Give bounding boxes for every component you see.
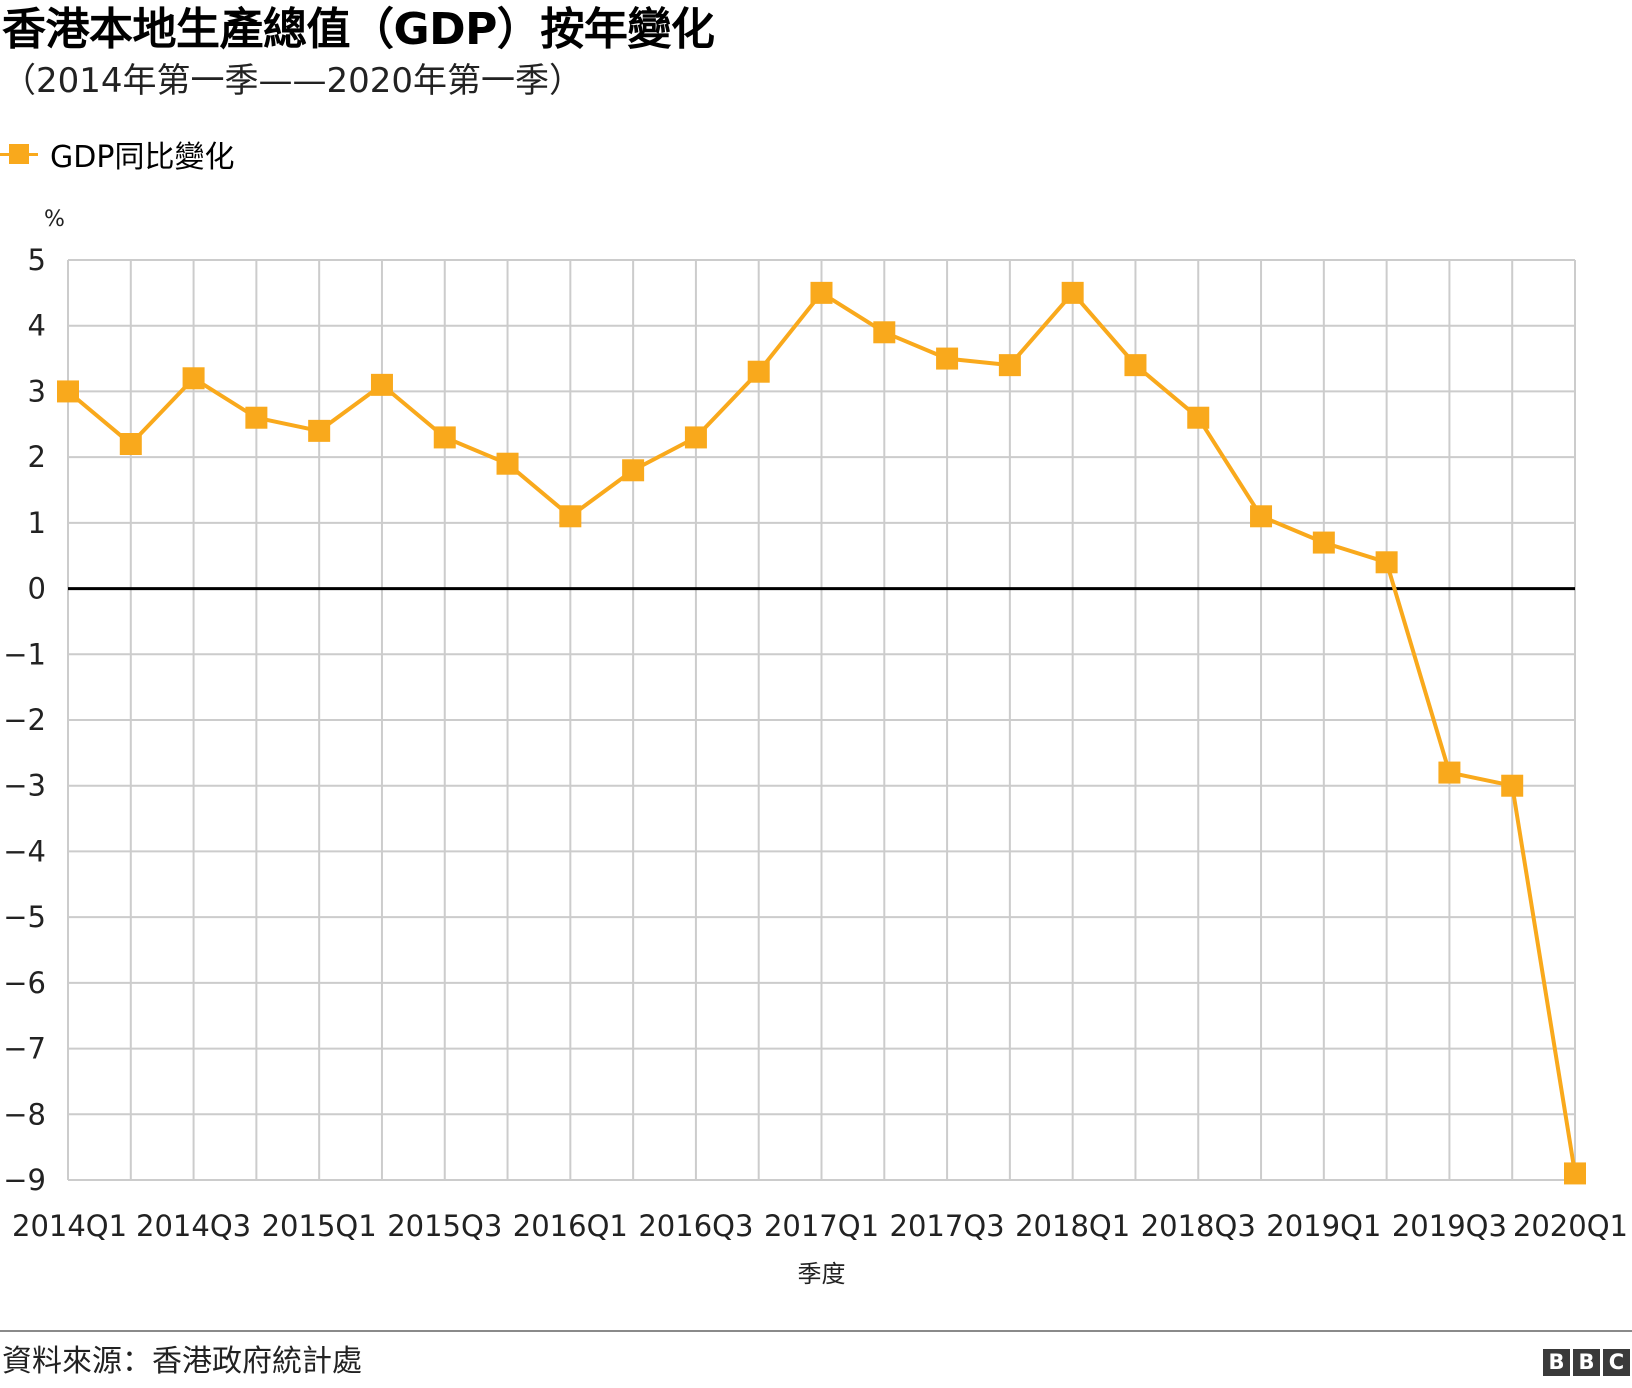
x-tick-label: 2017Q3 <box>890 1209 1005 1243</box>
y-tick-label: −2 <box>3 703 46 737</box>
y-tick-label: −4 <box>3 834 46 868</box>
chart-subtitle: （2014年第一季——2020年第一季） <box>2 61 584 101</box>
data-point-marker <box>1061 281 1084 304</box>
line-chart: 5 4 3 2 1 0 −1 −2 −3 −4 −5 −6 −7 −8 −9% 2014Q1 2014Q3 201… <box>3 207 1628 1288</box>
x-tick-label: 2016Q1 <box>513 1209 628 1243</box>
legend-label: GDP同比變化 <box>50 140 235 175</box>
data-point-marker <box>1312 531 1335 554</box>
x-tick-label: 2017Q1 <box>764 1209 879 1243</box>
y-tick-label: 5 <box>28 243 46 277</box>
y-tick-label: −8 <box>3 1097 46 1131</box>
data-point-marker <box>245 406 268 429</box>
x-tick-label: 2015Q3 <box>387 1209 502 1243</box>
data-point-marker <box>1375 551 1398 574</box>
x-tick-label: 2016Q3 <box>638 1209 753 1243</box>
x-tick-label: 2018Q1 <box>1015 1209 1130 1243</box>
x-tick-label: 2020Q1 <box>1513 1209 1628 1243</box>
data-point-marker <box>1124 354 1147 377</box>
data-point-marker <box>57 380 79 403</box>
source-note: 資料來源：香港政府統計處 <box>2 1344 362 1379</box>
data-point-marker <box>936 347 959 370</box>
legend: GDP同比變化 <box>0 134 235 175</box>
data-point-marker <box>1564 1162 1586 1185</box>
data-point-marker <box>433 426 456 449</box>
y-tick-label: −6 <box>3 966 46 1000</box>
y-tick-label: 0 <box>28 572 46 606</box>
x-tick-label: 2019Q1 <box>1266 1209 1381 1243</box>
data-point-marker <box>119 433 142 455</box>
y-tick-label: 1 <box>28 506 46 540</box>
data-point-marker <box>810 281 833 304</box>
y-axis-label: % <box>44 207 65 232</box>
data-point-marker <box>873 321 896 344</box>
x-tick-label: 2015Q1 <box>262 1209 377 1243</box>
data-point-marker <box>182 367 205 390</box>
legend-marker-icon <box>0 134 40 174</box>
data-point-marker <box>1501 774 1524 797</box>
x-tick-label: 2018Q3 <box>1141 1209 1256 1243</box>
data-point-marker <box>1438 761 1461 784</box>
y-tick-label: 3 <box>28 374 46 408</box>
x-axis-label: 季度 <box>798 1260 846 1288</box>
x-tick-label: 2014Q1 <box>12 1209 127 1243</box>
data-point-marker <box>1250 505 1273 528</box>
data-point-marker <box>559 505 582 528</box>
y-tick-label: −3 <box>3 769 46 803</box>
data-point-marker <box>684 426 707 449</box>
data-point-marker <box>747 360 770 383</box>
y-tick-label: 2 <box>28 440 46 474</box>
y-tick-label: −1 <box>3 637 46 671</box>
data-point-marker <box>1187 406 1210 429</box>
x-tick-label: 2019Q3 <box>1392 1209 1507 1243</box>
chart-title: 香港本地生產總值（GDP）按年變化 <box>2 4 715 55</box>
footer-divider <box>0 1330 1632 1332</box>
x-tick-label: 2014Q3 <box>136 1209 251 1243</box>
data-point-marker <box>622 459 645 482</box>
y-tick-label: 4 <box>28 309 46 343</box>
data-point-marker <box>496 452 519 475</box>
data-point-marker <box>998 354 1021 377</box>
y-tick-label: −9 <box>3 1163 46 1197</box>
y-tick-label: −7 <box>3 1032 46 1066</box>
data-point-marker <box>370 373 393 396</box>
data-point-marker <box>308 419 331 442</box>
y-tick-label: −5 <box>3 900 46 934</box>
